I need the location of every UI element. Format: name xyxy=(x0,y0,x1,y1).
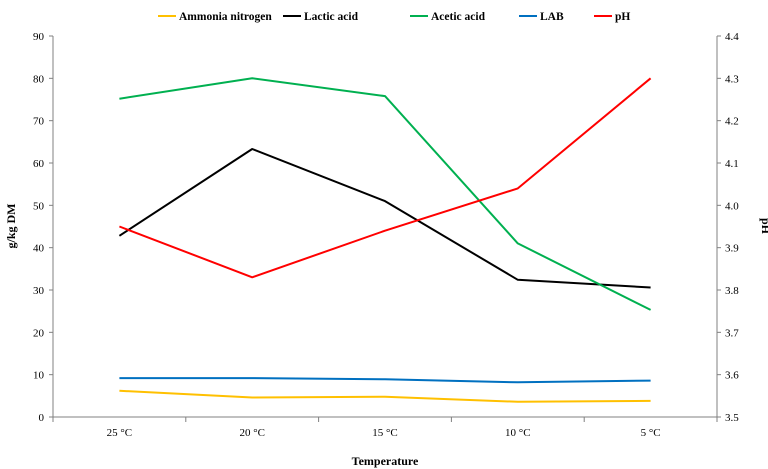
series-line-ammonia-nitrogen xyxy=(119,389,651,403)
left-tick-label: 70 xyxy=(33,116,45,128)
series-lines xyxy=(118,77,652,403)
right-tick-label: 4.0 xyxy=(725,200,739,212)
x-tick-label: 10 °C xyxy=(505,427,531,439)
left-tick-label: 90 xyxy=(33,31,45,43)
plot-area xyxy=(52,36,718,418)
right-tick-label: 4.3 xyxy=(725,73,739,85)
right-tick-label: 3.8 xyxy=(725,285,739,297)
series-line-ph xyxy=(119,77,652,279)
right-axis-ticks: 3.5 3.6 3.7 3.8 3.9 4.0 4.1 4.2 4.3 4.4 xyxy=(717,31,739,424)
legend-label-acetic-acid: Acetic acid xyxy=(431,11,486,23)
left-axis-title: g/kg DM xyxy=(4,204,18,249)
right-tick-label: 3.6 xyxy=(725,370,739,382)
legend-label-ammonia-nitrogen: Ammonia nitrogen xyxy=(179,11,272,23)
left-axis-ticks: 0 10 20 30 40 50 60 70 80 90 xyxy=(33,31,53,424)
x-tick-label: 25 °C xyxy=(107,427,133,439)
series-line-lactic-acid xyxy=(118,148,651,289)
legend: Ammonia nitrogen Lactic acid Acetic acid LA… xyxy=(158,11,630,23)
legend-label-lactic-acid: Lactic acid xyxy=(304,11,359,23)
left-tick-label: 20 xyxy=(33,327,45,339)
right-tick-label: 3.9 xyxy=(725,243,739,255)
series-line-lab xyxy=(119,377,651,384)
right-axis-title: pH xyxy=(759,218,768,235)
left-tick-label: 30 xyxy=(33,285,45,297)
x-axis-ticks: 25 °C 20 °C 15 °C 10 °C 5 °C xyxy=(52,417,718,439)
right-tick-label: 4.1 xyxy=(725,158,739,170)
right-tick-label: 4.4 xyxy=(725,31,739,43)
x-tick-label: 5 °C xyxy=(641,427,661,439)
right-tick-label: 4.2 xyxy=(725,116,739,128)
legend-label-ph: pH xyxy=(615,11,630,23)
x-tick-label: 15 °C xyxy=(372,427,398,439)
left-tick-label: 50 xyxy=(33,200,45,212)
left-tick-label: 0 xyxy=(39,412,45,424)
left-tick-label: 40 xyxy=(33,243,45,255)
left-tick-label: 80 xyxy=(33,73,45,85)
series-line-acetic-acid xyxy=(119,77,652,311)
left-tick-label: 10 xyxy=(33,370,45,382)
left-tick-label: 60 xyxy=(33,158,45,170)
x-tick-label: 20 °C xyxy=(239,427,265,439)
x-axis-title: Temperature xyxy=(352,454,419,468)
right-tick-label: 3.5 xyxy=(725,412,739,424)
legend-label-lab: LAB xyxy=(540,11,564,23)
right-tick-label: 3.7 xyxy=(725,327,739,339)
